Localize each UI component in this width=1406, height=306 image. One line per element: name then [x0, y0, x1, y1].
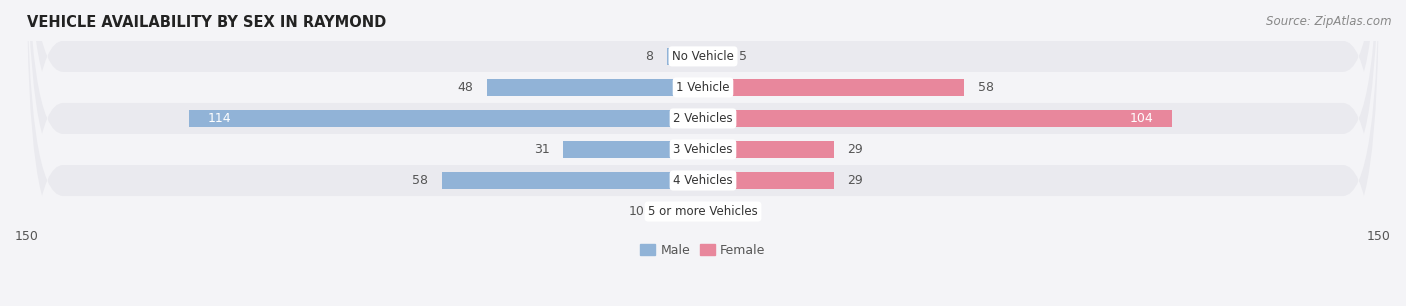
- Text: 58: 58: [979, 81, 994, 94]
- Text: Source: ZipAtlas.com: Source: ZipAtlas.com: [1267, 15, 1392, 28]
- Bar: [658, 203, 703, 220]
- FancyBboxPatch shape: [27, 0, 1379, 306]
- Text: 2 Vehicles: 2 Vehicles: [673, 112, 733, 125]
- Text: 10: 10: [628, 205, 644, 218]
- Bar: [666, 48, 703, 65]
- Text: 4 Vehicles: 4 Vehicles: [673, 174, 733, 187]
- FancyBboxPatch shape: [27, 0, 1379, 289]
- Bar: [703, 79, 965, 96]
- Bar: [703, 141, 834, 158]
- Text: 58: 58: [412, 174, 427, 187]
- Text: 104: 104: [1130, 112, 1154, 125]
- Text: 29: 29: [848, 174, 863, 187]
- Bar: [564, 141, 703, 158]
- Bar: [703, 110, 1171, 127]
- Bar: [703, 48, 725, 65]
- Text: 31: 31: [534, 143, 550, 156]
- Text: No Vehicle: No Vehicle: [672, 50, 734, 63]
- Text: 3 Vehicles: 3 Vehicles: [673, 143, 733, 156]
- Text: 5: 5: [740, 50, 747, 63]
- Bar: [703, 203, 730, 220]
- Text: 114: 114: [207, 112, 231, 125]
- FancyBboxPatch shape: [27, 0, 1379, 306]
- FancyBboxPatch shape: [27, 0, 1379, 306]
- Text: 29: 29: [848, 143, 863, 156]
- FancyBboxPatch shape: [27, 0, 1379, 306]
- Text: 5 or more Vehicles: 5 or more Vehicles: [648, 205, 758, 218]
- Text: 48: 48: [457, 81, 474, 94]
- Legend: Male, Female: Male, Female: [636, 239, 770, 262]
- Bar: [486, 79, 703, 96]
- Text: 6: 6: [744, 205, 751, 218]
- Text: 1 Vehicle: 1 Vehicle: [676, 81, 730, 94]
- Text: 8: 8: [645, 50, 654, 63]
- FancyBboxPatch shape: [27, 0, 1379, 306]
- Text: VEHICLE AVAILABILITY BY SEX IN RAYMOND: VEHICLE AVAILABILITY BY SEX IN RAYMOND: [27, 15, 387, 30]
- Bar: [190, 110, 703, 127]
- Bar: [703, 172, 834, 189]
- Bar: [441, 172, 703, 189]
